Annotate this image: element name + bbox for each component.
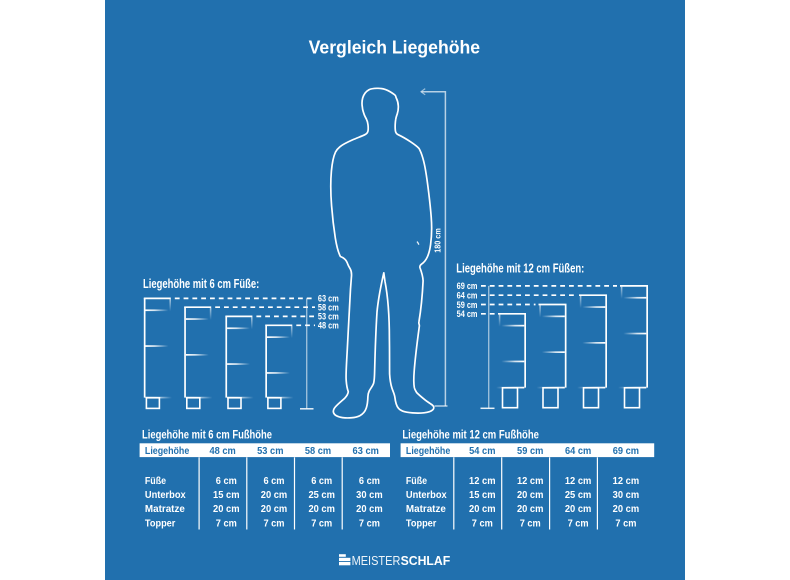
svg-text:6 cm: 6 cm	[311, 476, 332, 487]
svg-text:15 cm: 15 cm	[469, 490, 496, 501]
svg-text:7 cm: 7 cm	[568, 518, 589, 529]
svg-text:53 cm: 53 cm	[318, 312, 339, 322]
svg-text:MEISTER: MEISTER	[352, 553, 401, 568]
svg-text:12 cm: 12 cm	[565, 476, 592, 487]
svg-text:6 cm: 6 cm	[264, 476, 285, 487]
svg-text:Liegehöhe mit 6 cm Fußhöhe: Liegehöhe mit 6 cm Fußhöhe	[142, 428, 272, 442]
svg-text:15 cm: 15 cm	[213, 490, 240, 501]
svg-text:Matratze: Matratze	[145, 504, 185, 515]
svg-text:59 cm: 59 cm	[517, 446, 543, 457]
svg-text:Liegehöhe mit 12 cm Fußhöhe: Liegehöhe mit 12 cm Fußhöhe	[402, 428, 539, 442]
svg-text:25 cm: 25 cm	[565, 490, 592, 501]
svg-text:Unterbox: Unterbox	[145, 490, 186, 501]
svg-text:63 cm: 63 cm	[353, 446, 379, 457]
svg-text:20 cm: 20 cm	[213, 504, 240, 515]
svg-text:30 cm: 30 cm	[613, 490, 640, 501]
svg-text:25 cm: 25 cm	[308, 490, 335, 501]
svg-text:Liegehöhe: Liegehöhe	[145, 446, 190, 457]
svg-text:7 cm: 7 cm	[615, 518, 636, 529]
svg-text:Vergleich Liegehöhe: Vergleich Liegehöhe	[309, 37, 481, 57]
svg-text:Matratze: Matratze	[406, 504, 446, 515]
svg-text:20 cm: 20 cm	[613, 504, 640, 515]
svg-text:48 cm: 48 cm	[318, 321, 339, 331]
svg-text:20 cm: 20 cm	[261, 504, 288, 515]
svg-text:54 cm: 54 cm	[469, 446, 495, 457]
svg-text:Topper: Topper	[406, 518, 437, 529]
svg-text:20 cm: 20 cm	[565, 504, 592, 515]
svg-text:Unterbox: Unterbox	[406, 490, 447, 501]
svg-text:7 cm: 7 cm	[216, 518, 237, 529]
svg-text:SCHLAF: SCHLAF	[401, 553, 451, 568]
svg-text:64 cm: 64 cm	[457, 291, 478, 301]
svg-text:20 cm: 20 cm	[517, 490, 544, 501]
svg-text:20 cm: 20 cm	[356, 504, 383, 515]
svg-text:Füße: Füße	[406, 476, 428, 487]
svg-text:Liegehöhe mit 12 cm Füßen:: Liegehöhe mit 12 cm Füßen:	[456, 261, 584, 276]
svg-text:63 cm: 63 cm	[318, 294, 339, 304]
svg-text:180 cm: 180 cm	[434, 228, 443, 253]
svg-text:48 cm: 48 cm	[209, 446, 235, 457]
svg-text:6 cm: 6 cm	[216, 476, 237, 487]
svg-text:64 cm: 64 cm	[565, 446, 591, 457]
svg-text:30 cm: 30 cm	[356, 490, 383, 501]
svg-text:20 cm: 20 cm	[469, 504, 496, 515]
svg-text:69 cm: 69 cm	[613, 446, 639, 457]
svg-text:6 cm: 6 cm	[359, 476, 380, 487]
svg-text:7 cm: 7 cm	[520, 518, 541, 529]
svg-text:12 cm: 12 cm	[469, 476, 496, 487]
svg-text:7 cm: 7 cm	[264, 518, 285, 529]
svg-text:7 cm: 7 cm	[311, 518, 332, 529]
svg-text:7 cm: 7 cm	[472, 518, 493, 529]
svg-text:53 cm: 53 cm	[257, 446, 283, 457]
svg-text:69 cm: 69 cm	[457, 281, 478, 291]
svg-text:7 cm: 7 cm	[359, 518, 380, 529]
svg-text:12 cm: 12 cm	[613, 476, 640, 487]
svg-text:20 cm: 20 cm	[517, 504, 544, 515]
svg-text:Liegehöhe: Liegehöhe	[406, 446, 451, 457]
svg-text:Topper: Topper	[145, 518, 176, 529]
svg-text:54 cm: 54 cm	[457, 309, 478, 319]
svg-text:58 cm: 58 cm	[318, 303, 339, 313]
svg-text:Liegehöhe mit 6 cm Füße:: Liegehöhe mit 6 cm Füße:	[143, 276, 259, 291]
svg-text:59 cm: 59 cm	[457, 300, 478, 310]
svg-text:Füße: Füße	[145, 476, 167, 487]
svg-text:58 cm: 58 cm	[305, 446, 331, 457]
svg-text:20 cm: 20 cm	[308, 504, 335, 515]
svg-text:20 cm: 20 cm	[261, 490, 288, 501]
svg-text:12 cm: 12 cm	[517, 476, 544, 487]
